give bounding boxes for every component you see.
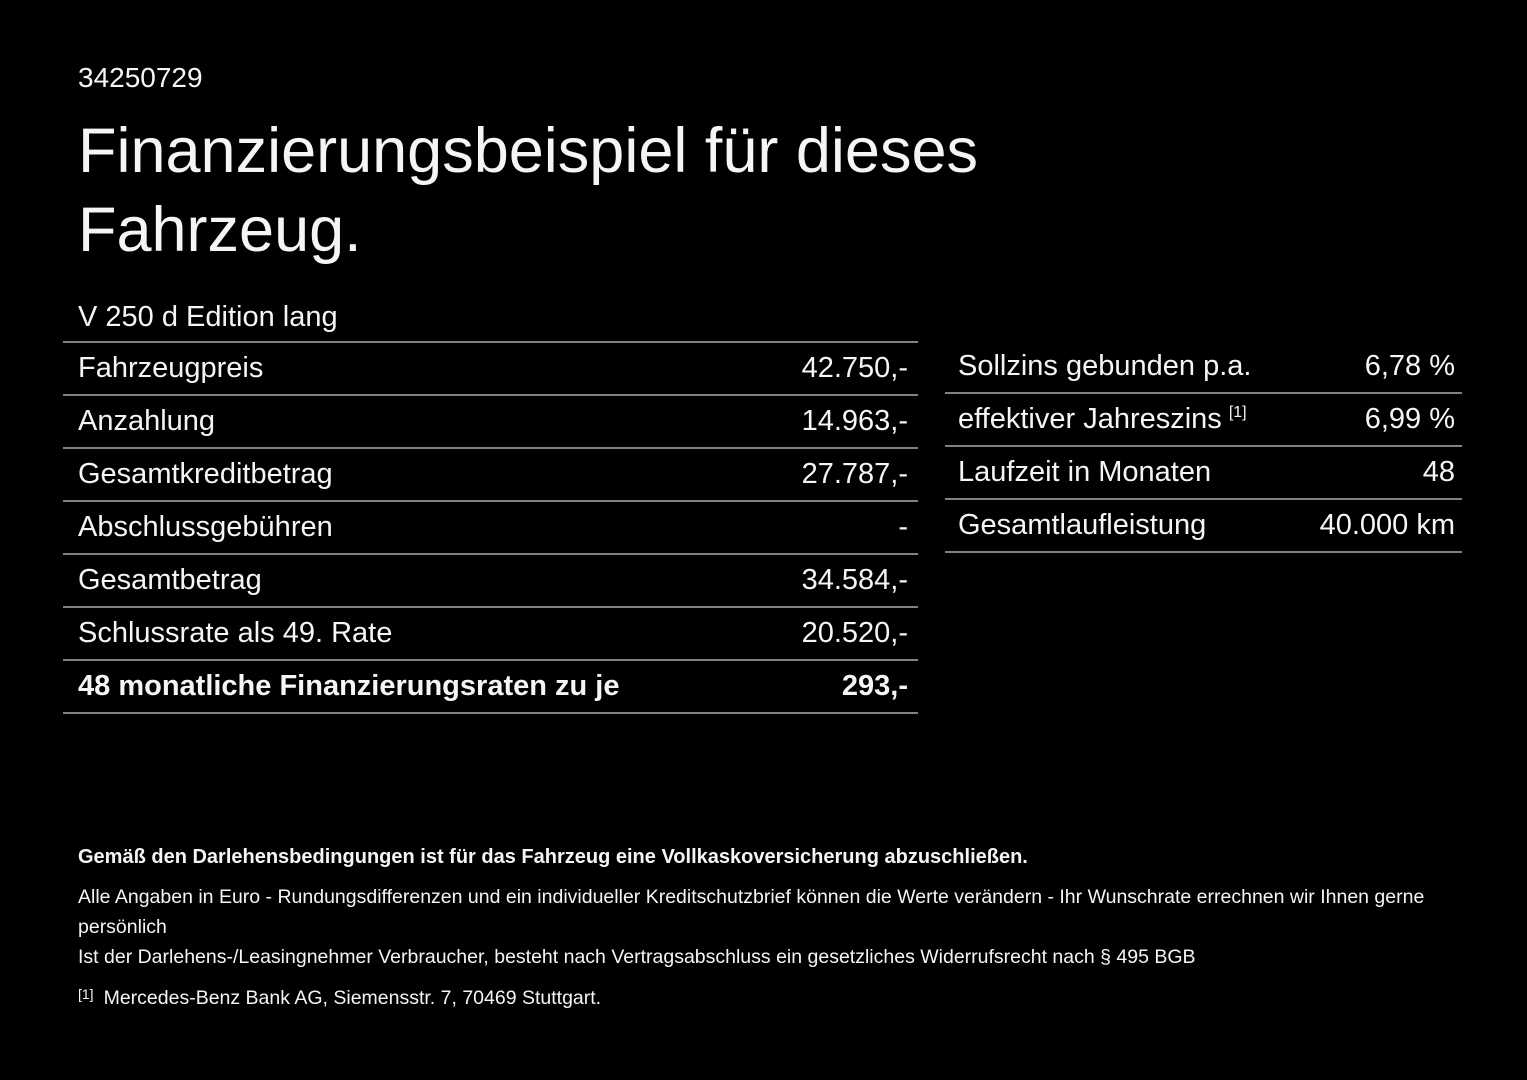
row-label: Gesamtbetrag	[78, 564, 262, 596]
row-label: Sollzins gebunden p.a.	[958, 350, 1258, 383]
table-row-sollzins: Sollzins gebunden p.a. 6,78 %	[945, 341, 1462, 394]
row-label-text: Laufzeit in Monaten	[958, 456, 1212, 488]
row-value: 48	[1422, 456, 1455, 488]
table-row-laufzeit: Laufzeit in Monaten 48	[945, 447, 1462, 500]
table-row-anzahlung: Anzahlung 14.963,-	[63, 396, 918, 449]
table-row-fahrzeugpreis: Fahrzeugpreis 42.750,-	[63, 343, 918, 396]
financing-conditions-table: Sollzins gebunden p.a. 6,78 % effektiver…	[945, 341, 1462, 714]
row-label: Gesamtkreditbetrag	[78, 458, 333, 490]
footnote-marker: [1]	[78, 986, 94, 1002]
row-value: 20.520,-	[801, 617, 908, 649]
row-label: 48 monatliche Finanzierungsraten zu je	[78, 670, 620, 702]
row-label: Schlussrate als 49. Rate	[78, 617, 393, 649]
row-label: Anzahlung	[78, 405, 216, 437]
footnote-text: Mercedes-Benz Bank AG, Siemensstr. 7, 70…	[103, 987, 602, 1009]
row-label-text: Gesamtlaufleistung	[958, 509, 1207, 541]
row-value: 42.750,-	[801, 352, 908, 384]
table-row-gesamtbetrag: Gesamtbetrag 34.584,-	[63, 555, 918, 608]
row-value: 293,-	[841, 670, 908, 702]
insurance-note: Gemäß den Darlehensbedingungen ist für d…	[78, 846, 1028, 868]
row-label: effektiver Jahreszins [1]	[958, 403, 1247, 436]
footnote-marker: [1]	[1228, 404, 1247, 421]
row-value: 6,99 %	[1364, 403, 1455, 435]
row-label: Fahrzeugpreis	[78, 352, 264, 384]
legal-footer: Gemäß den Darlehensbedingungen ist für d…	[78, 846, 1478, 1010]
table-row-effektiver-jahreszins: effektiver Jahreszins [1] 6,99 %	[945, 394, 1462, 447]
table-row-gesamtkreditbetrag: Gesamtkreditbetrag 27.787,-	[63, 449, 918, 502]
financing-amounts-table: Fahrzeugpreis 42.750,- Anzahlung 14.963,…	[63, 341, 918, 714]
row-value: -	[898, 511, 908, 543]
financing-tables: Fahrzeugpreis 42.750,- Anzahlung 14.963,…	[63, 341, 1462, 714]
disclaimer-line2: Ist der Darlehens-/Leasingnehmer Verbrau…	[78, 946, 1196, 968]
row-value: 34.584,-	[801, 564, 908, 596]
offer-id: 34250729	[78, 62, 203, 93]
row-label-text: Sollzins gebunden p.a.	[958, 350, 1252, 382]
row-label: Laufzeit in Monaten	[958, 456, 1218, 489]
row-label: Abschlussgebühren	[78, 511, 333, 543]
vehicle-name: V 250 d Edition lang	[78, 301, 338, 333]
row-value: 14.963,-	[801, 405, 908, 437]
table-row-monatsrate: 48 monatliche Finanzierungsraten zu je 2…	[63, 661, 918, 714]
row-value: 40.000 km	[1319, 509, 1455, 541]
table-row-abschlussgebuehren: Abschlussgebühren -	[63, 502, 918, 555]
page-title-line1: Finanzierungsbeispiel für dieses	[78, 116, 978, 186]
bank-footnote: [1] Mercedes-Benz Bank AG, Siemensstr. 7,…	[78, 986, 1478, 1010]
row-label-text: effektiver Jahreszins	[958, 403, 1222, 435]
table-row-gesamtlaufleistung: Gesamtlaufleistung 40.000 km	[945, 500, 1462, 553]
row-label: Gesamtlaufleistung	[958, 509, 1213, 542]
disclaimer-line1: Alle Angaben in Euro - Rundungsdifferenz…	[78, 886, 1425, 938]
row-value: 6,78 %	[1364, 350, 1455, 382]
row-value: 27.787,-	[801, 458, 908, 490]
table-row-schlussrate: Schlussrate als 49. Rate 20.520,-	[63, 608, 918, 661]
page-title: Finanzierungsbeispiel für dieses Fahrzeu…	[78, 112, 978, 270]
page-title-line2: Fahrzeug.	[78, 195, 362, 265]
